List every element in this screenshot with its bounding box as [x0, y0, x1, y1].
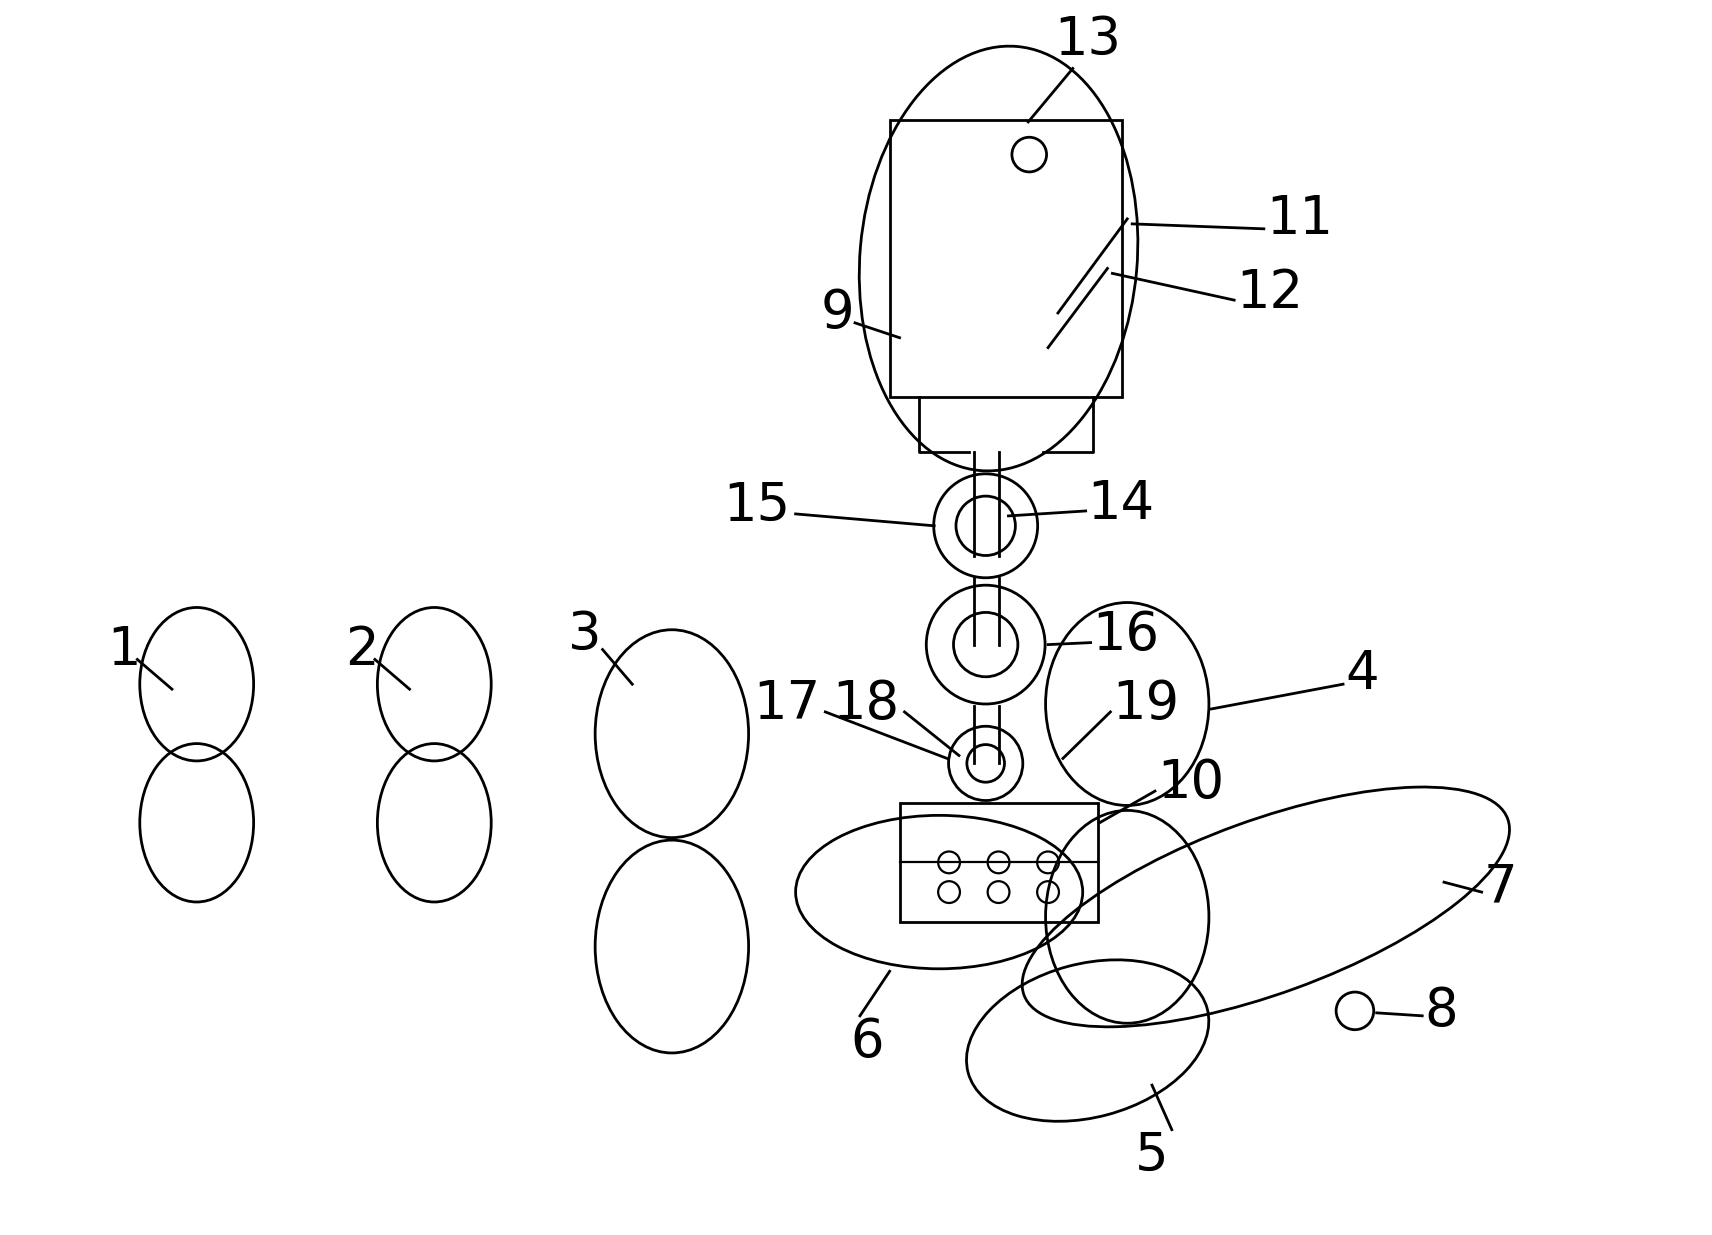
Text: 15: 15	[724, 480, 791, 532]
Text: 11: 11	[1265, 193, 1334, 245]
Text: 6: 6	[851, 1016, 883, 1068]
Text: 4: 4	[1346, 648, 1378, 700]
Text: 3: 3	[568, 609, 601, 661]
Bar	[890, 120, 1123, 398]
Text: 2: 2	[346, 624, 378, 676]
Text: 7: 7	[1484, 861, 1517, 913]
Text: 19: 19	[1113, 678, 1180, 730]
Text: 1: 1	[108, 624, 140, 676]
Text: 8: 8	[1424, 984, 1459, 1037]
Text: 14: 14	[1087, 478, 1156, 530]
Text: 10: 10	[1157, 757, 1224, 809]
Text: 17: 17	[753, 678, 820, 730]
Bar	[899, 803, 1097, 921]
Text: 5: 5	[1135, 1130, 1169, 1182]
Text: 13: 13	[1055, 14, 1121, 65]
Text: 12: 12	[1236, 267, 1303, 319]
Text: 9: 9	[820, 287, 854, 338]
Text: 16: 16	[1092, 609, 1159, 661]
Text: 18: 18	[832, 678, 899, 730]
